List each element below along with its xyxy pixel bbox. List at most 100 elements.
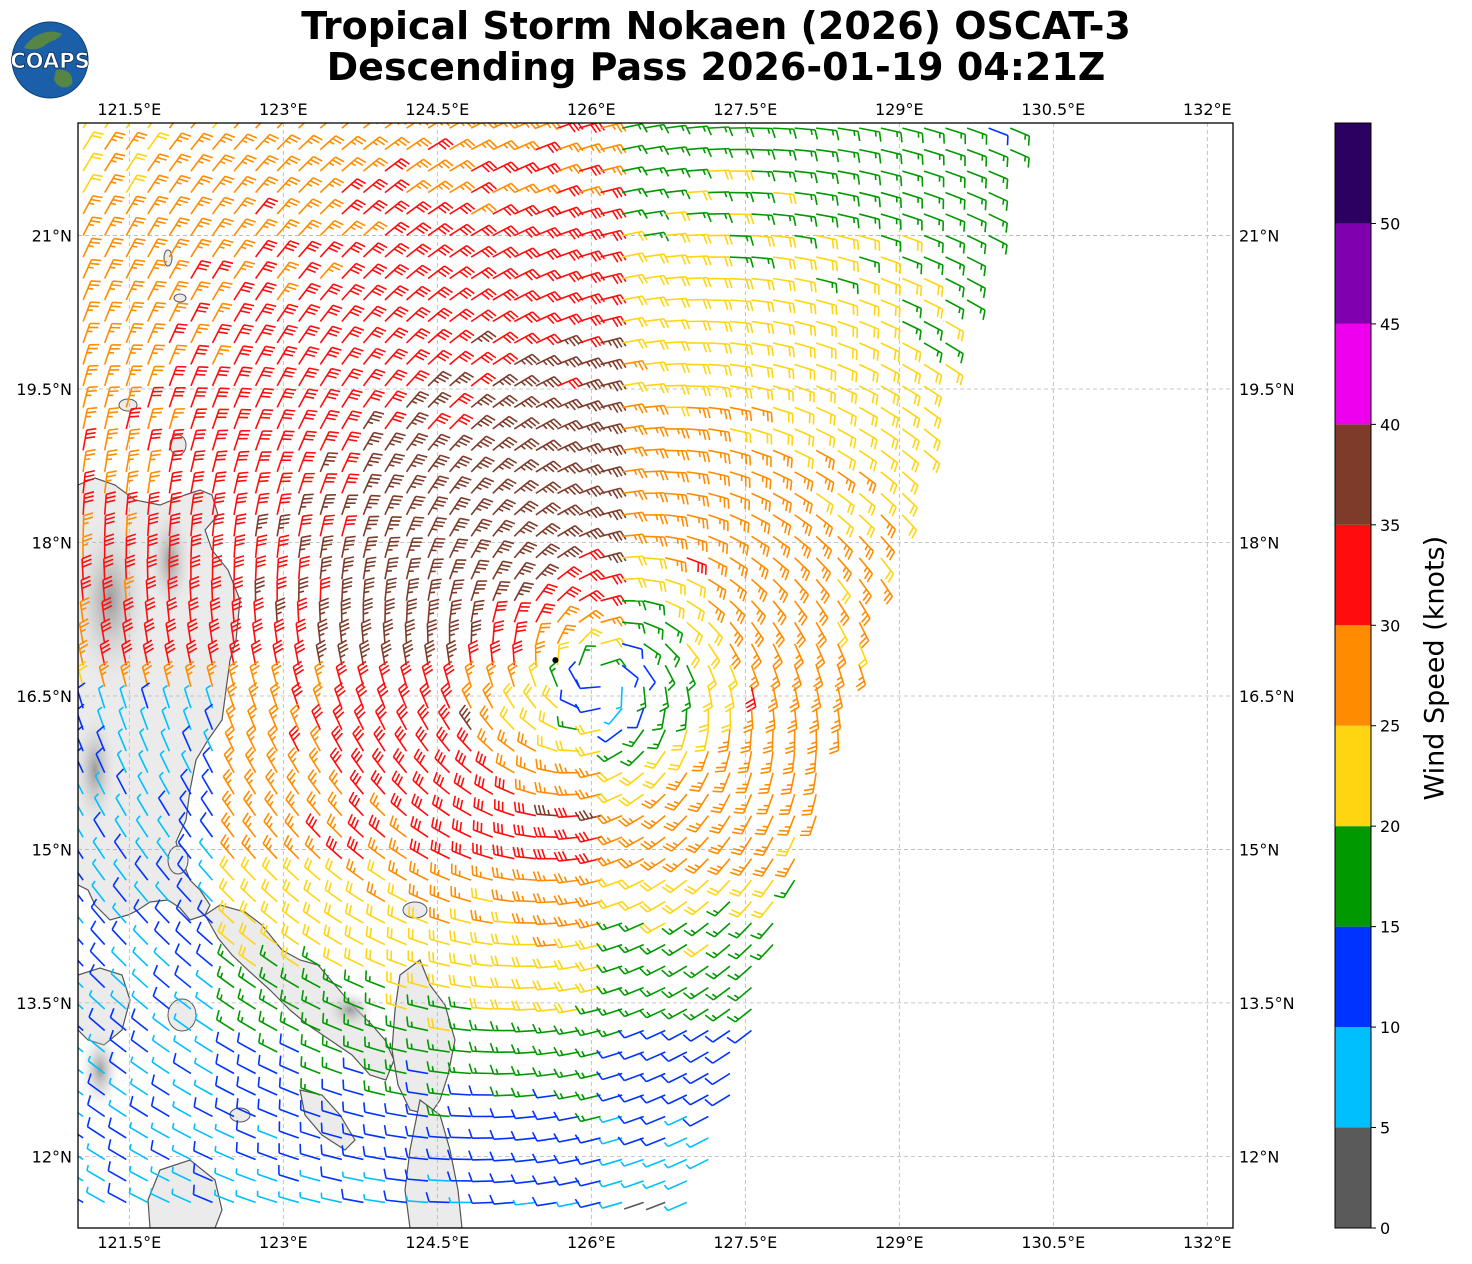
- wind-barb: [103, 259, 124, 279]
- wind-barb: [665, 578, 686, 596]
- wind-barb: [427, 475, 450, 494]
- storm-center-marker: [552, 657, 559, 664]
- wind-barb: [772, 406, 794, 424]
- wind-barb: [190, 533, 202, 558]
- wind-barb: [556, 641, 570, 666]
- wind-barb: [447, 1040, 472, 1053]
- wind-barb: [362, 123, 386, 129]
- wind-barb: [492, 352, 519, 366]
- wind-barb: [513, 541, 538, 559]
- wind-barb: [751, 406, 773, 423]
- wind-barb: [815, 535, 833, 560]
- wind-barb: [643, 578, 667, 593]
- wind-barb: [683, 943, 709, 958]
- wind-barb: [710, 793, 731, 814]
- wind-barb: [174, 965, 192, 989]
- wind-barb: [152, 964, 170, 989]
- wind-barb: [470, 456, 495, 473]
- wind-barb: [209, 597, 221, 623]
- wind-barb: [514, 204, 541, 217]
- wind-barb: [772, 449, 793, 469]
- wind-barb: [340, 597, 352, 623]
- wind-barb: [103, 554, 114, 580]
- wind-barb: [278, 1143, 299, 1161]
- wind-barb: [305, 813, 321, 838]
- wind-barb: [945, 277, 965, 298]
- wind-barb: [727, 944, 753, 960]
- wind-barb: [598, 1158, 623, 1167]
- wind-barb: [727, 965, 753, 981]
- wind-barb: [178, 811, 192, 838]
- wind-barb: [880, 277, 901, 296]
- wind-barb: [535, 397, 562, 410]
- wind-barb: [384, 242, 410, 258]
- wind-barb: [772, 600, 787, 626]
- wind-barb: [440, 682, 453, 709]
- wind-barb: [837, 557, 853, 583]
- wind-barb: [470, 477, 495, 494]
- wind-barb: [319, 262, 344, 280]
- wind-barb: [405, 370, 430, 387]
- wind-barb: [82, 427, 97, 451]
- wind-barb: [325, 835, 343, 860]
- wind-barb: [837, 406, 857, 427]
- wind-barb: [778, 793, 796, 816]
- wind-barb: [578, 185, 606, 197]
- wind-barb: [254, 324, 276, 344]
- wind-barb: [880, 342, 901, 362]
- wind-barb: [708, 428, 732, 442]
- wind-barb: [268, 703, 279, 731]
- wind-barb: [362, 1145, 386, 1161]
- wind-barb: [726, 1008, 752, 1023]
- wind-barb: [533, 826, 558, 838]
- wind-barb: [331, 725, 343, 752]
- wind-barb: [211, 387, 230, 408]
- wind-barb: [82, 322, 100, 344]
- wind-barb: [772, 514, 792, 536]
- wind-barb: [363, 1172, 386, 1182]
- lon-label-top: 121.5°E: [97, 100, 161, 119]
- wind-barb: [686, 428, 711, 441]
- lon-label-bottom: 129°E: [875, 1233, 924, 1252]
- wind-barb: [405, 1060, 429, 1075]
- wind-barb: [859, 256, 880, 273]
- wind-barb: [269, 682, 281, 709]
- wind-barb: [216, 965, 235, 989]
- wind-barb: [406, 972, 429, 989]
- wind-barb: [535, 141, 562, 154]
- colorbar-tick-label: 20: [1380, 817, 1400, 836]
- wind-barb: [405, 577, 420, 601]
- wind-barb: [794, 449, 814, 470]
- wind-barb: [600, 165, 627, 176]
- wind-barb: [219, 856, 235, 881]
- wind-barb: [664, 600, 685, 620]
- wind-barb: [639, 986, 666, 998]
- wind-barb: [427, 328, 453, 344]
- wind-barb: [880, 256, 902, 274]
- wind-barb: [643, 231, 670, 242]
- wind-barb: [727, 922, 753, 939]
- wind-barb: [578, 506, 606, 519]
- wind-barb: [370, 769, 386, 795]
- wind-barb: [837, 148, 861, 163]
- wind-barb: [794, 127, 819, 140]
- wind-barb: [427, 995, 450, 1010]
- colorbar-tick-label: 45: [1380, 315, 1400, 334]
- wind-barb: [837, 342, 858, 361]
- wind-barb: [404, 618, 416, 644]
- wind-barb: [233, 555, 245, 580]
- wind-barb: [168, 449, 184, 473]
- wind-barb: [596, 750, 623, 763]
- wind-barb: [82, 280, 101, 301]
- wind-barb: [426, 1017, 450, 1032]
- wind-barb: [211, 408, 229, 430]
- wind-barb: [598, 1180, 623, 1188]
- wind-barb: [129, 1143, 149, 1161]
- wind-barb: [557, 356, 584, 368]
- wind-barb: [470, 497, 494, 516]
- wind-barb: [750, 621, 765, 648]
- wind-barb: [406, 137, 432, 151]
- wind-barb: [146, 554, 157, 580]
- wind-barb: [405, 1038, 429, 1053]
